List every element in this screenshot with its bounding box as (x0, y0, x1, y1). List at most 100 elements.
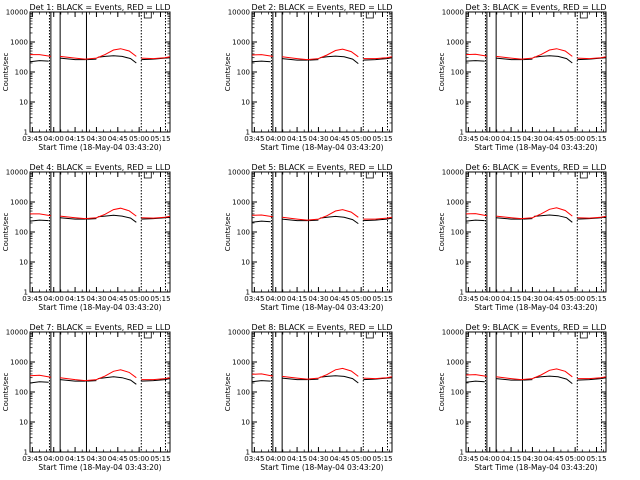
x-tick-label: 04:30 (308, 295, 328, 303)
y-tick-label: 1 (460, 129, 464, 137)
x-tick-label: 04:00 (44, 455, 64, 463)
x-tick-label: 05:15 (150, 295, 170, 303)
y-tick-label: 10 (455, 99, 464, 107)
events-series-line (141, 378, 171, 382)
events-series-line (282, 58, 308, 61)
x-tick-label: 04:30 (86, 455, 106, 463)
x-tick-label: 05:00 (351, 135, 371, 143)
x-axis-label: Start Time (18-May-04 03:43:20) (38, 303, 161, 312)
chart-title: Det 1: BLACK = Events, RED = LLD (30, 3, 171, 12)
y-tick-label: 100 (237, 229, 250, 237)
x-tick-label: 03:45 (458, 295, 478, 303)
x-tick-label: 04:30 (86, 295, 106, 303)
y-tick-label: 10000 (228, 329, 250, 337)
events-series-line (319, 55, 359, 64)
y-tick-label: 10 (19, 259, 28, 267)
y-tick-label: 100 (15, 229, 28, 237)
events-series-line (251, 60, 271, 63)
chart-panel: Det 1: BLACK = Events, RED = LLD 1 10 100 10… (2, 3, 171, 152)
events-series-line (319, 215, 359, 225)
events-series-line (29, 219, 49, 222)
y-tick-label: 1 (24, 289, 28, 297)
interval-marker-box (579, 12, 588, 19)
chart-panel: Det 6: BLACK = Events, RED = LLD 1 10 100 10… (438, 163, 607, 312)
x-tick-label: 03:45 (22, 455, 42, 463)
chart-title: Det 2: BLACK = Events, RED = LLD (252, 3, 393, 12)
events-series-line (60, 57, 86, 61)
x-tick-label: 04:30 (522, 135, 542, 143)
y-axis-label: Counts/sec (2, 373, 10, 412)
events-series-line (533, 55, 573, 64)
x-tick-label: 04:15 (65, 455, 85, 463)
y-tick-label: 10000 (228, 9, 250, 17)
x-tick-label: 04:15 (287, 295, 307, 303)
y-tick-label: 10 (455, 259, 464, 267)
x-tick-label: 04:45 (544, 295, 564, 303)
x-axis-label: Start Time (18-May-04 03:43:20) (38, 463, 161, 472)
y-tick-label: 100 (15, 69, 28, 77)
x-tick-label: 04:15 (65, 295, 85, 303)
events-series-line (496, 57, 522, 61)
x-axis-label: Start Time (18-May-04 03:43:20) (474, 303, 597, 312)
events-series-line (60, 217, 86, 220)
y-tick-label: 1 (460, 449, 464, 457)
y-tick-label: 10 (241, 419, 250, 427)
lld-series-line (577, 215, 607, 219)
y-tick-label: 100 (15, 389, 28, 397)
y-tick-label: 10000 (442, 329, 464, 337)
y-tick-label: 10000 (6, 329, 28, 337)
events-series-line (87, 380, 97, 382)
y-axis-label: Counts/sec (224, 213, 232, 252)
events-series-line (309, 219, 319, 222)
x-axis-label: Start Time (18-May-04 03:43:20) (474, 463, 597, 472)
x-tick-label: 04:00 (266, 295, 286, 303)
interval-marker-box (579, 332, 588, 339)
y-axis-label: Counts/sec (438, 53, 446, 92)
events-series-line (496, 378, 522, 381)
events-series-line (523, 379, 533, 381)
x-tick-label: 04:30 (522, 295, 542, 303)
y-axis-label: Counts/sec (224, 53, 232, 92)
events-series-line (60, 379, 86, 382)
lld-series-line (363, 56, 393, 60)
y-axis-label: Counts/sec (438, 213, 446, 252)
x-tick-label: 04:00 (44, 135, 64, 143)
x-tick-label: 03:45 (22, 295, 42, 303)
x-tick-label: 03:45 (458, 135, 478, 143)
x-tick-label: 05:15 (586, 135, 606, 143)
chart-panel: Det 7: BLACK = Events, RED = LLD 1 10 100 10… (2, 323, 171, 472)
events-series-line (363, 57, 393, 61)
y-tick-label: 1 (460, 289, 464, 297)
x-tick-label: 04:30 (86, 135, 106, 143)
x-tick-label: 05:15 (150, 135, 170, 143)
y-tick-label: 100 (237, 69, 250, 77)
lld-series-line (30, 54, 51, 57)
y-axis-label: Counts/sec (2, 53, 10, 92)
x-tick-label: 05:15 (372, 295, 392, 303)
y-tick-label: 100 (451, 229, 464, 237)
y-tick-label: 1 (24, 129, 28, 137)
lld-series-line (251, 214, 273, 218)
x-tick-label: 04:45 (108, 455, 128, 463)
x-axis-label: Start Time (18-May-04 03:43:20) (260, 463, 383, 472)
lld-series-line (465, 53, 487, 57)
y-tick-label: 10 (241, 99, 250, 107)
interval-marker-box (143, 332, 152, 339)
events-series-line (29, 381, 49, 384)
y-tick-label: 1 (246, 449, 250, 457)
interval-marker-box (143, 172, 152, 179)
chart-title: Det 8: BLACK = Events, RED = LLD (252, 323, 393, 332)
lld-series-line (60, 369, 137, 382)
x-tick-label: 04:45 (544, 455, 564, 463)
chart-title: Det 9: BLACK = Events, RED = LLD (466, 323, 607, 332)
events-series-line (523, 218, 533, 220)
chart-panel: Det 9: BLACK = Events, RED = LLD 1 10 100 10… (438, 323, 607, 472)
y-tick-label: 100 (451, 389, 464, 397)
y-axis-label: Counts/sec (224, 373, 232, 412)
y-tick-label: 1000 (10, 199, 28, 207)
y-tick-label: 1 (246, 289, 250, 297)
x-tick-label: 04:45 (330, 135, 350, 143)
x-tick-label: 04:00 (480, 455, 500, 463)
x-tick-label: 05:00 (129, 135, 149, 143)
x-tick-label: 04:15 (65, 135, 85, 143)
